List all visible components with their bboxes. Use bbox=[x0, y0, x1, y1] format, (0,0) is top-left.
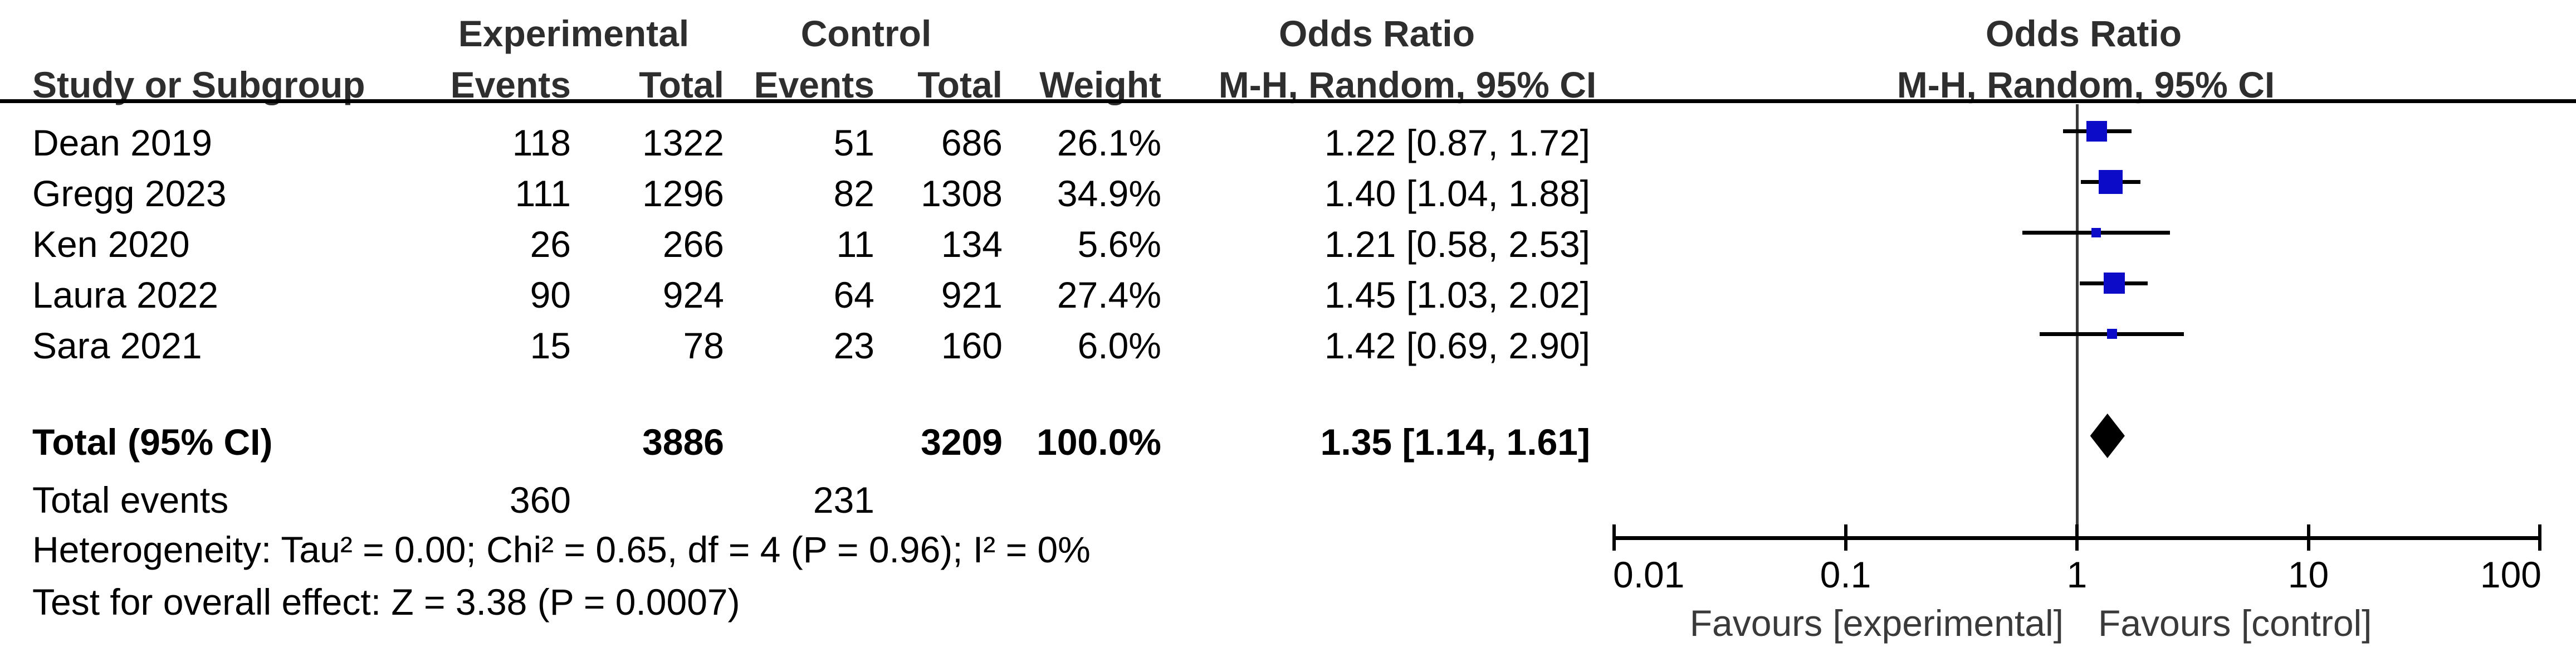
heterogeneity-stats-line: Heterogeneity: Tau² = 0.00; Chi² = 0.65,… bbox=[32, 529, 1091, 570]
x-axis-tick-label: 0.01 bbox=[1613, 554, 1685, 595]
total-exp-total: 3886 bbox=[642, 421, 724, 463]
ctl-events-cell: 82 bbox=[833, 173, 874, 214]
header-group-control: Control bbox=[800, 13, 932, 54]
header-group-experimental: Experimental bbox=[458, 13, 690, 54]
x-axis-tick-label: 100 bbox=[2480, 554, 2541, 595]
header-weight: Weight bbox=[1039, 64, 1161, 105]
ctl-total-cell: 1308 bbox=[921, 173, 1003, 214]
ctl-total-cell: 160 bbox=[941, 325, 1003, 366]
x-axis-tick bbox=[1844, 524, 1847, 551]
header-ctl-events: Events bbox=[754, 64, 874, 105]
weight-cell: 27.4% bbox=[1057, 274, 1161, 315]
exp-total-cell: 1322 bbox=[642, 122, 724, 163]
total-weight: 100.0% bbox=[1037, 421, 1161, 463]
header-mh-random-ci-column: M-H, Random, 95% CI bbox=[1218, 64, 1597, 105]
total-events-label: Total events bbox=[32, 479, 229, 521]
summary-diamond bbox=[2090, 414, 2125, 458]
study-row-label: Gregg 2023 bbox=[32, 173, 227, 214]
header-odds-ratio-column: Odds Ratio bbox=[1278, 13, 1475, 54]
odds-ratio-ci-cell: 1.45 [1.03, 2.02] bbox=[1324, 274, 1590, 315]
exp-total-cell: 924 bbox=[662, 274, 724, 315]
or-point-marker bbox=[2104, 273, 2125, 294]
x-axis-tick-label: 0.1 bbox=[1820, 554, 1871, 595]
x-axis-tick bbox=[1612, 524, 1616, 551]
ctl-events-cell: 64 bbox=[833, 274, 874, 315]
exp-total-cell: 1296 bbox=[642, 173, 724, 214]
odds-ratio-ci-cell: 1.40 [1.04, 1.88] bbox=[1324, 173, 1590, 214]
header-divider-rule bbox=[0, 99, 2576, 103]
odds-ratio-ci-cell: 1.21 [0.58, 2.53] bbox=[1324, 223, 1590, 265]
total-row-label: Total (95% CI) bbox=[32, 421, 273, 463]
odds-ratio-ci-cell: 1.22 [0.87, 1.72] bbox=[1324, 122, 1590, 163]
ctl-events-cell: 23 bbox=[833, 325, 874, 366]
x-axis-tick-label: 10 bbox=[2287, 554, 2329, 595]
header-exp-total: Total bbox=[639, 64, 724, 105]
odds-ratio-ci-cell: 1.42 [0.69, 2.90] bbox=[1324, 325, 1590, 366]
weight-cell: 34.9% bbox=[1057, 173, 1161, 214]
favours-experimental-label: Favours [experimental] bbox=[1689, 602, 2064, 644]
x-axis-tick bbox=[2306, 524, 2310, 551]
total-odds-ratio-ci: 1.35 [1.14, 1.61] bbox=[1320, 421, 1590, 463]
exp-events-cell: 26 bbox=[530, 223, 571, 265]
exp-events-cell: 90 bbox=[530, 274, 571, 315]
header-exp-events: Events bbox=[450, 64, 571, 105]
weight-cell: 26.1% bbox=[1057, 122, 1161, 163]
study-row-label: Ken 2020 bbox=[32, 223, 190, 265]
exp-total-cell: 78 bbox=[683, 325, 724, 366]
x-axis-tick-label: 1 bbox=[2066, 554, 2088, 595]
exp-events-cell: 118 bbox=[512, 122, 571, 163]
exp-total-cell: 266 bbox=[662, 223, 724, 265]
overall-effect-test-line: Test for overall effect: Z = 3.38 (P = 0… bbox=[32, 581, 740, 623]
total-events-ctl-value: 231 bbox=[813, 479, 874, 521]
x-axis-tick bbox=[2075, 524, 2079, 551]
weight-cell: 5.6% bbox=[1077, 223, 1161, 265]
or-point-marker bbox=[2099, 169, 2123, 194]
ctl-total-cell: 134 bbox=[941, 223, 1003, 265]
study-row-label: Laura 2022 bbox=[32, 274, 218, 315]
header-mh-random-ci-plot: M-H, Random, 95% CI bbox=[1896, 64, 2275, 105]
ctl-total-cell: 921 bbox=[941, 274, 1003, 315]
header-ctl-total: Total bbox=[917, 64, 1003, 105]
x-axis-tick bbox=[2538, 524, 2541, 551]
or-point-marker bbox=[2091, 227, 2101, 237]
exp-events-cell: 15 bbox=[530, 325, 571, 366]
header-study-or-subgroup: Study or Subgroup bbox=[32, 64, 365, 105]
or-point-marker bbox=[2107, 329, 2118, 339]
total-events-exp-value: 360 bbox=[509, 479, 571, 521]
header-odds-ratio-plot: Odds Ratio bbox=[1985, 13, 2182, 54]
ctl-events-cell: 51 bbox=[833, 122, 874, 163]
ctl-events-cell: 11 bbox=[836, 223, 874, 265]
total-ctl-total: 3209 bbox=[921, 421, 1003, 463]
ctl-total-cell: 686 bbox=[941, 122, 1003, 163]
reference-line-or-1 bbox=[2075, 104, 2079, 528]
study-row-label: Dean 2019 bbox=[32, 122, 212, 163]
favours-control-label: Favours [control] bbox=[2098, 602, 2372, 644]
or-point-marker bbox=[2086, 120, 2108, 142]
weight-cell: 6.0% bbox=[1077, 325, 1161, 366]
study-row-label: Sara 2021 bbox=[32, 325, 202, 366]
exp-events-cell: 111 bbox=[515, 173, 571, 214]
